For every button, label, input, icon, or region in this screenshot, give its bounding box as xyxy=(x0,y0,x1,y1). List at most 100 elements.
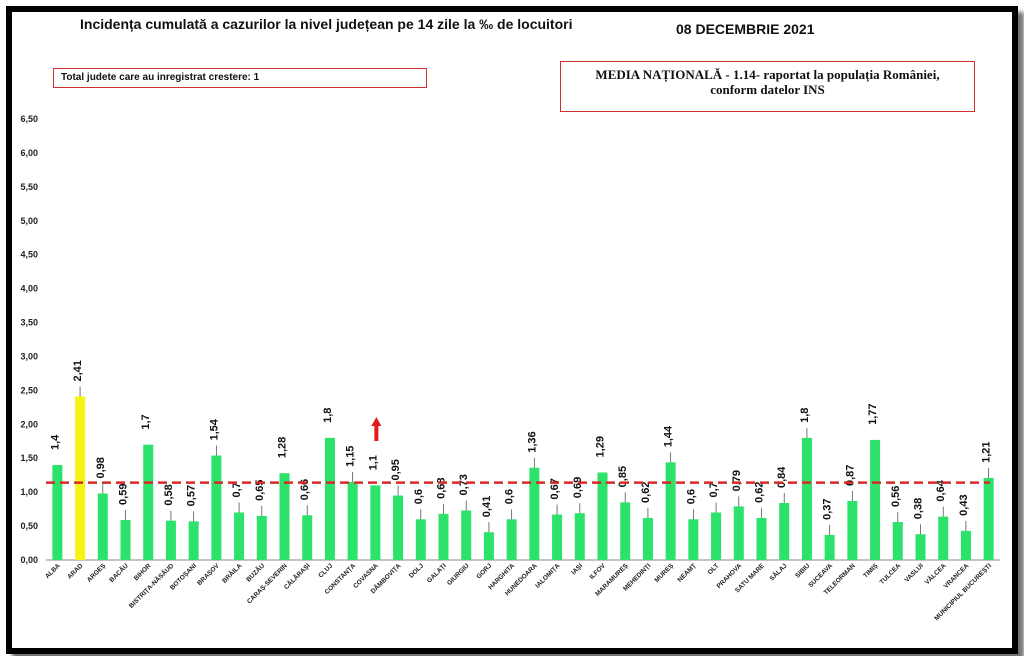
x-tick-label: IAȘI xyxy=(570,562,584,576)
x-tick-label: VASLUI xyxy=(903,562,925,584)
x-tick-label: ARAD xyxy=(66,562,84,580)
data-label: 1,44 xyxy=(663,425,675,447)
bar xyxy=(165,520,176,560)
x-tick-label: TULCEA xyxy=(879,562,903,586)
data-label: 1,36 xyxy=(526,431,538,452)
bar xyxy=(801,437,812,560)
increase-count-note: Total judete care au inregistrat crester… xyxy=(53,68,427,88)
bar xyxy=(279,473,290,560)
data-label: 0,62 xyxy=(640,482,652,503)
data-label: 0,6 xyxy=(504,489,516,504)
x-tick-label: BRAȘOV xyxy=(196,562,221,587)
y-tick-label: 6,50 xyxy=(20,114,38,124)
x-tick-label: BRĂILA xyxy=(220,561,244,585)
x-tick-label: SĂLAJ xyxy=(767,561,789,583)
y-tick-label: 5,00 xyxy=(20,216,38,226)
data-label: 0,67 xyxy=(549,478,561,499)
bar xyxy=(983,477,994,560)
data-label: 0,73 xyxy=(458,474,470,495)
x-tick-label: MUREȘ xyxy=(654,562,676,584)
bar xyxy=(665,462,676,560)
bar xyxy=(779,503,790,560)
bar xyxy=(97,493,108,560)
bar xyxy=(552,514,563,560)
y-tick-label: 3,00 xyxy=(20,351,38,361)
data-label: 0,38 xyxy=(913,498,925,519)
bar xyxy=(438,513,449,560)
x-tick-label: GORJ xyxy=(475,562,493,580)
bar xyxy=(143,444,154,560)
data-label: 0,85 xyxy=(617,466,629,487)
x-tick-label: TIMIȘ xyxy=(862,562,880,580)
y-tick-label: 2,00 xyxy=(20,419,38,429)
chart-title: Incidența cumulată a cazurilor la nivel … xyxy=(80,16,573,32)
x-tick-label: BACĂU xyxy=(107,561,130,584)
bar xyxy=(393,495,404,560)
data-label: 1,29 xyxy=(595,436,607,457)
bar xyxy=(529,467,540,560)
y-tick-label: 5,50 xyxy=(20,182,38,192)
data-label: 0,6 xyxy=(413,489,425,504)
data-label: 0,64 xyxy=(935,479,947,501)
data-label: 0,6 xyxy=(685,489,697,504)
data-label: 1,28 xyxy=(277,437,289,458)
data-label: 0,87 xyxy=(844,465,856,486)
x-tick-label: ALBA xyxy=(44,562,62,580)
bar xyxy=(75,396,86,560)
bar xyxy=(733,506,744,560)
bar xyxy=(892,522,903,560)
y-tick-label: 2,50 xyxy=(20,385,38,395)
data-label: 1,7 xyxy=(140,414,152,429)
data-label: 0,59 xyxy=(118,484,130,505)
bar xyxy=(461,510,472,560)
bar xyxy=(642,517,653,560)
bar xyxy=(870,439,881,560)
x-tick-label: NEAMȚ xyxy=(676,562,697,583)
increase-arrow-head xyxy=(371,417,382,426)
report-date: 08 DECEMBRIE 2021 xyxy=(676,21,815,37)
y-tick-label: 6,00 xyxy=(20,148,38,158)
data-label: 0,41 xyxy=(481,496,493,517)
bar xyxy=(847,500,858,560)
data-label: 1,54 xyxy=(208,418,220,440)
data-label: 0,58 xyxy=(163,484,175,505)
bar xyxy=(347,481,358,560)
bar xyxy=(915,534,926,560)
bar xyxy=(52,465,63,560)
bar xyxy=(370,485,381,560)
bar xyxy=(688,519,699,560)
data-label: 0,84 xyxy=(776,466,788,488)
y-tick-label: 0,50 xyxy=(20,521,38,531)
data-label: 0,68 xyxy=(436,477,448,498)
x-tick-label: ARGEȘ xyxy=(86,562,108,584)
x-tick-label: ILFOV xyxy=(588,562,607,581)
data-label: 1,8 xyxy=(322,408,334,423)
data-label: 0,66 xyxy=(299,479,311,500)
bar xyxy=(415,519,426,560)
data-label: 1,8 xyxy=(799,408,811,423)
data-label: 0,95 xyxy=(390,459,402,480)
data-label: 0,79 xyxy=(731,470,743,491)
data-label: 0,56 xyxy=(890,486,902,507)
y-tick-label: 3,50 xyxy=(20,318,38,328)
y-tick-label: 4,50 xyxy=(20,250,38,260)
bar xyxy=(597,472,608,560)
data-label: 0,62 xyxy=(754,482,766,503)
national-average-line-2: conform datelor INS xyxy=(710,82,825,97)
data-label: 0,7 xyxy=(231,482,243,497)
national-average-note: MEDIA NAȚIONALĂ - 1.14- raportat la popu… xyxy=(560,61,975,112)
bar xyxy=(620,502,631,560)
x-tick-label: SIBIU xyxy=(794,562,811,579)
x-tick-label: GALAȚI xyxy=(426,562,448,584)
data-label: 0,37 xyxy=(822,498,834,519)
data-label: 1,1 xyxy=(367,455,379,470)
y-tick-label: 4,00 xyxy=(20,284,38,294)
bar xyxy=(324,437,335,560)
bar xyxy=(506,519,517,560)
bar xyxy=(574,513,585,560)
bar xyxy=(302,515,313,560)
x-tick-label: CARAȘ-SEVERIN xyxy=(246,562,289,605)
data-label: 1,77 xyxy=(867,403,879,424)
bar xyxy=(483,532,494,560)
